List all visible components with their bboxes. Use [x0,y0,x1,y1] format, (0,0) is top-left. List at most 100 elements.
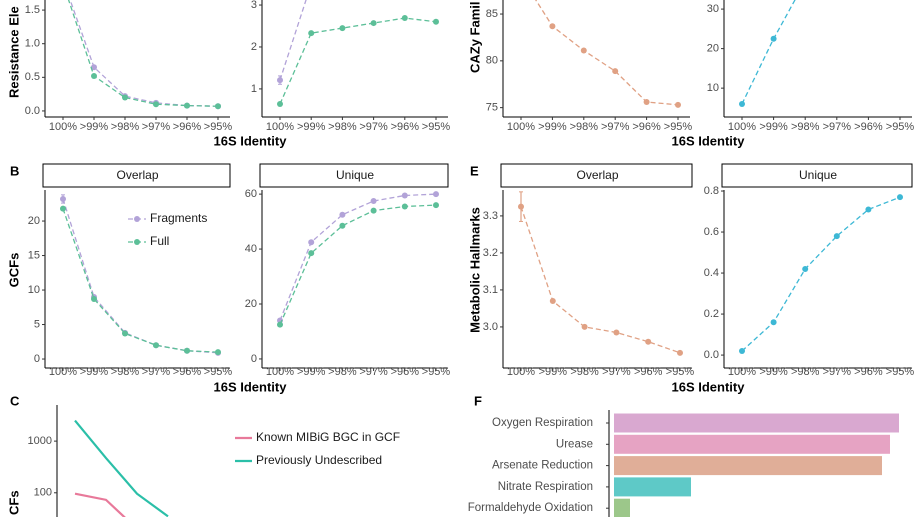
data-point [433,18,439,25]
data-point [184,347,190,354]
y-tick-label: Urease [556,438,593,450]
series-line [74,492,126,517]
y-tick-label: 2 [251,41,257,53]
y-tick-label: Formaldehyde Oxidation [468,502,593,514]
y-tick-label: Arsenate Reduction [492,460,593,472]
plot-area [74,419,169,517]
y-tick-label: 0.0 [25,105,40,117]
data-point [580,47,587,54]
y-tick-label: Nitrate Respiration [498,481,593,493]
y-axis-title: CAZy Famil [467,1,482,73]
panel-letter: C [10,393,20,408]
legend-swatch [134,216,140,222]
y-tick-label: 0 [251,353,257,365]
data-point [897,194,903,201]
data-point [215,103,221,110]
x-tick-label: >98% [791,366,820,378]
x-tick-label: >96% [632,121,661,133]
x-tick-label: >99% [80,121,109,133]
data-point [277,321,283,328]
data-point [401,15,408,22]
plot-area [277,191,439,328]
plot-area [277,0,439,107]
y-tick-label: 3.1 [483,284,498,296]
x-tick-label: >99% [759,121,788,133]
x-tick-label: >96% [173,121,202,133]
y-tick-label: 0.4 [704,267,719,279]
x-tick-label: 100% [49,121,77,133]
data-point [339,222,346,229]
x-tick-label: >99% [539,366,568,378]
y-tick-label: 5 [34,318,40,330]
y-tick-label: 10 [28,284,40,296]
x-tick-label: >98% [570,121,599,133]
data-point [433,202,439,209]
x-tick-label: >98% [570,366,599,378]
series-line [741,196,901,352]
data-point [770,319,777,326]
strip-label: Unique [799,168,837,182]
data-point [549,23,556,30]
x-tick-label: >97% [142,121,171,133]
x-tick-label: >97% [602,366,631,378]
x-tick-label: 100% [507,121,535,133]
x-tick-label: >96% [854,366,883,378]
data-point [739,347,745,354]
y-tick-label: 85 [486,8,498,20]
panel-letter: E [470,163,479,178]
y-tick-label: 0 [34,353,40,365]
series-line [279,17,437,105]
data-point [153,342,159,349]
x-axis-title: 16S Identity [672,379,746,394]
legend-swatch [134,239,140,245]
y-tick-label: 3 [251,0,257,11]
bar [614,456,882,476]
y-axis-title: GCFs [6,253,21,288]
x-tick-label: >96% [391,121,420,133]
series-line [535,0,679,106]
y-tick-label: 80 [486,55,498,67]
plot-area [60,194,221,356]
series-line [67,0,219,107]
data-point [581,323,588,330]
plot-area [535,0,681,108]
legend-label: Fragments [150,211,207,225]
facet-strip [721,163,913,188]
y-tick-label: 20 [707,43,719,55]
data-point [91,64,97,71]
x-axis-title: 16S Identity [672,133,746,148]
bar [614,498,630,517]
facet-strip [42,163,231,188]
x-tick-label: >95% [886,366,915,378]
data-point [401,203,408,210]
x-tick-label: >95% [422,366,451,378]
x-tick-label: >99% [538,121,567,133]
y-tick-label: 15 [28,249,40,261]
x-tick-label: >98% [111,121,140,133]
facet-strip [500,163,693,188]
y-tick-label: 1.5 [25,4,40,16]
y-tick-label: 0.0 [704,349,719,361]
series-line [74,419,169,517]
y-tick-label: 3.2 [483,247,498,259]
y-tick-label: 0.5 [25,71,40,83]
legend-label: Previously Undescribed [256,453,382,467]
plot-area [67,0,221,110]
y-axis-title: Metabolic Hallmarks [467,207,482,333]
x-tick-label: 100% [507,366,535,378]
strip-label: Unique [336,168,374,182]
data-point [60,205,66,212]
legend-label: Full [150,234,169,248]
plot-area [739,0,796,107]
x-tick-label: 100% [728,366,756,378]
bar [614,434,890,454]
data-point [91,296,97,303]
y-tick-label: 100 [34,487,52,499]
data-point [122,330,128,337]
facet-strip [259,163,449,188]
data-point [739,100,745,107]
y-tick-label: 60 [245,188,257,200]
series-line [520,206,681,354]
y-tick-label: 1 [251,83,257,95]
panel-letter: B [10,163,19,178]
